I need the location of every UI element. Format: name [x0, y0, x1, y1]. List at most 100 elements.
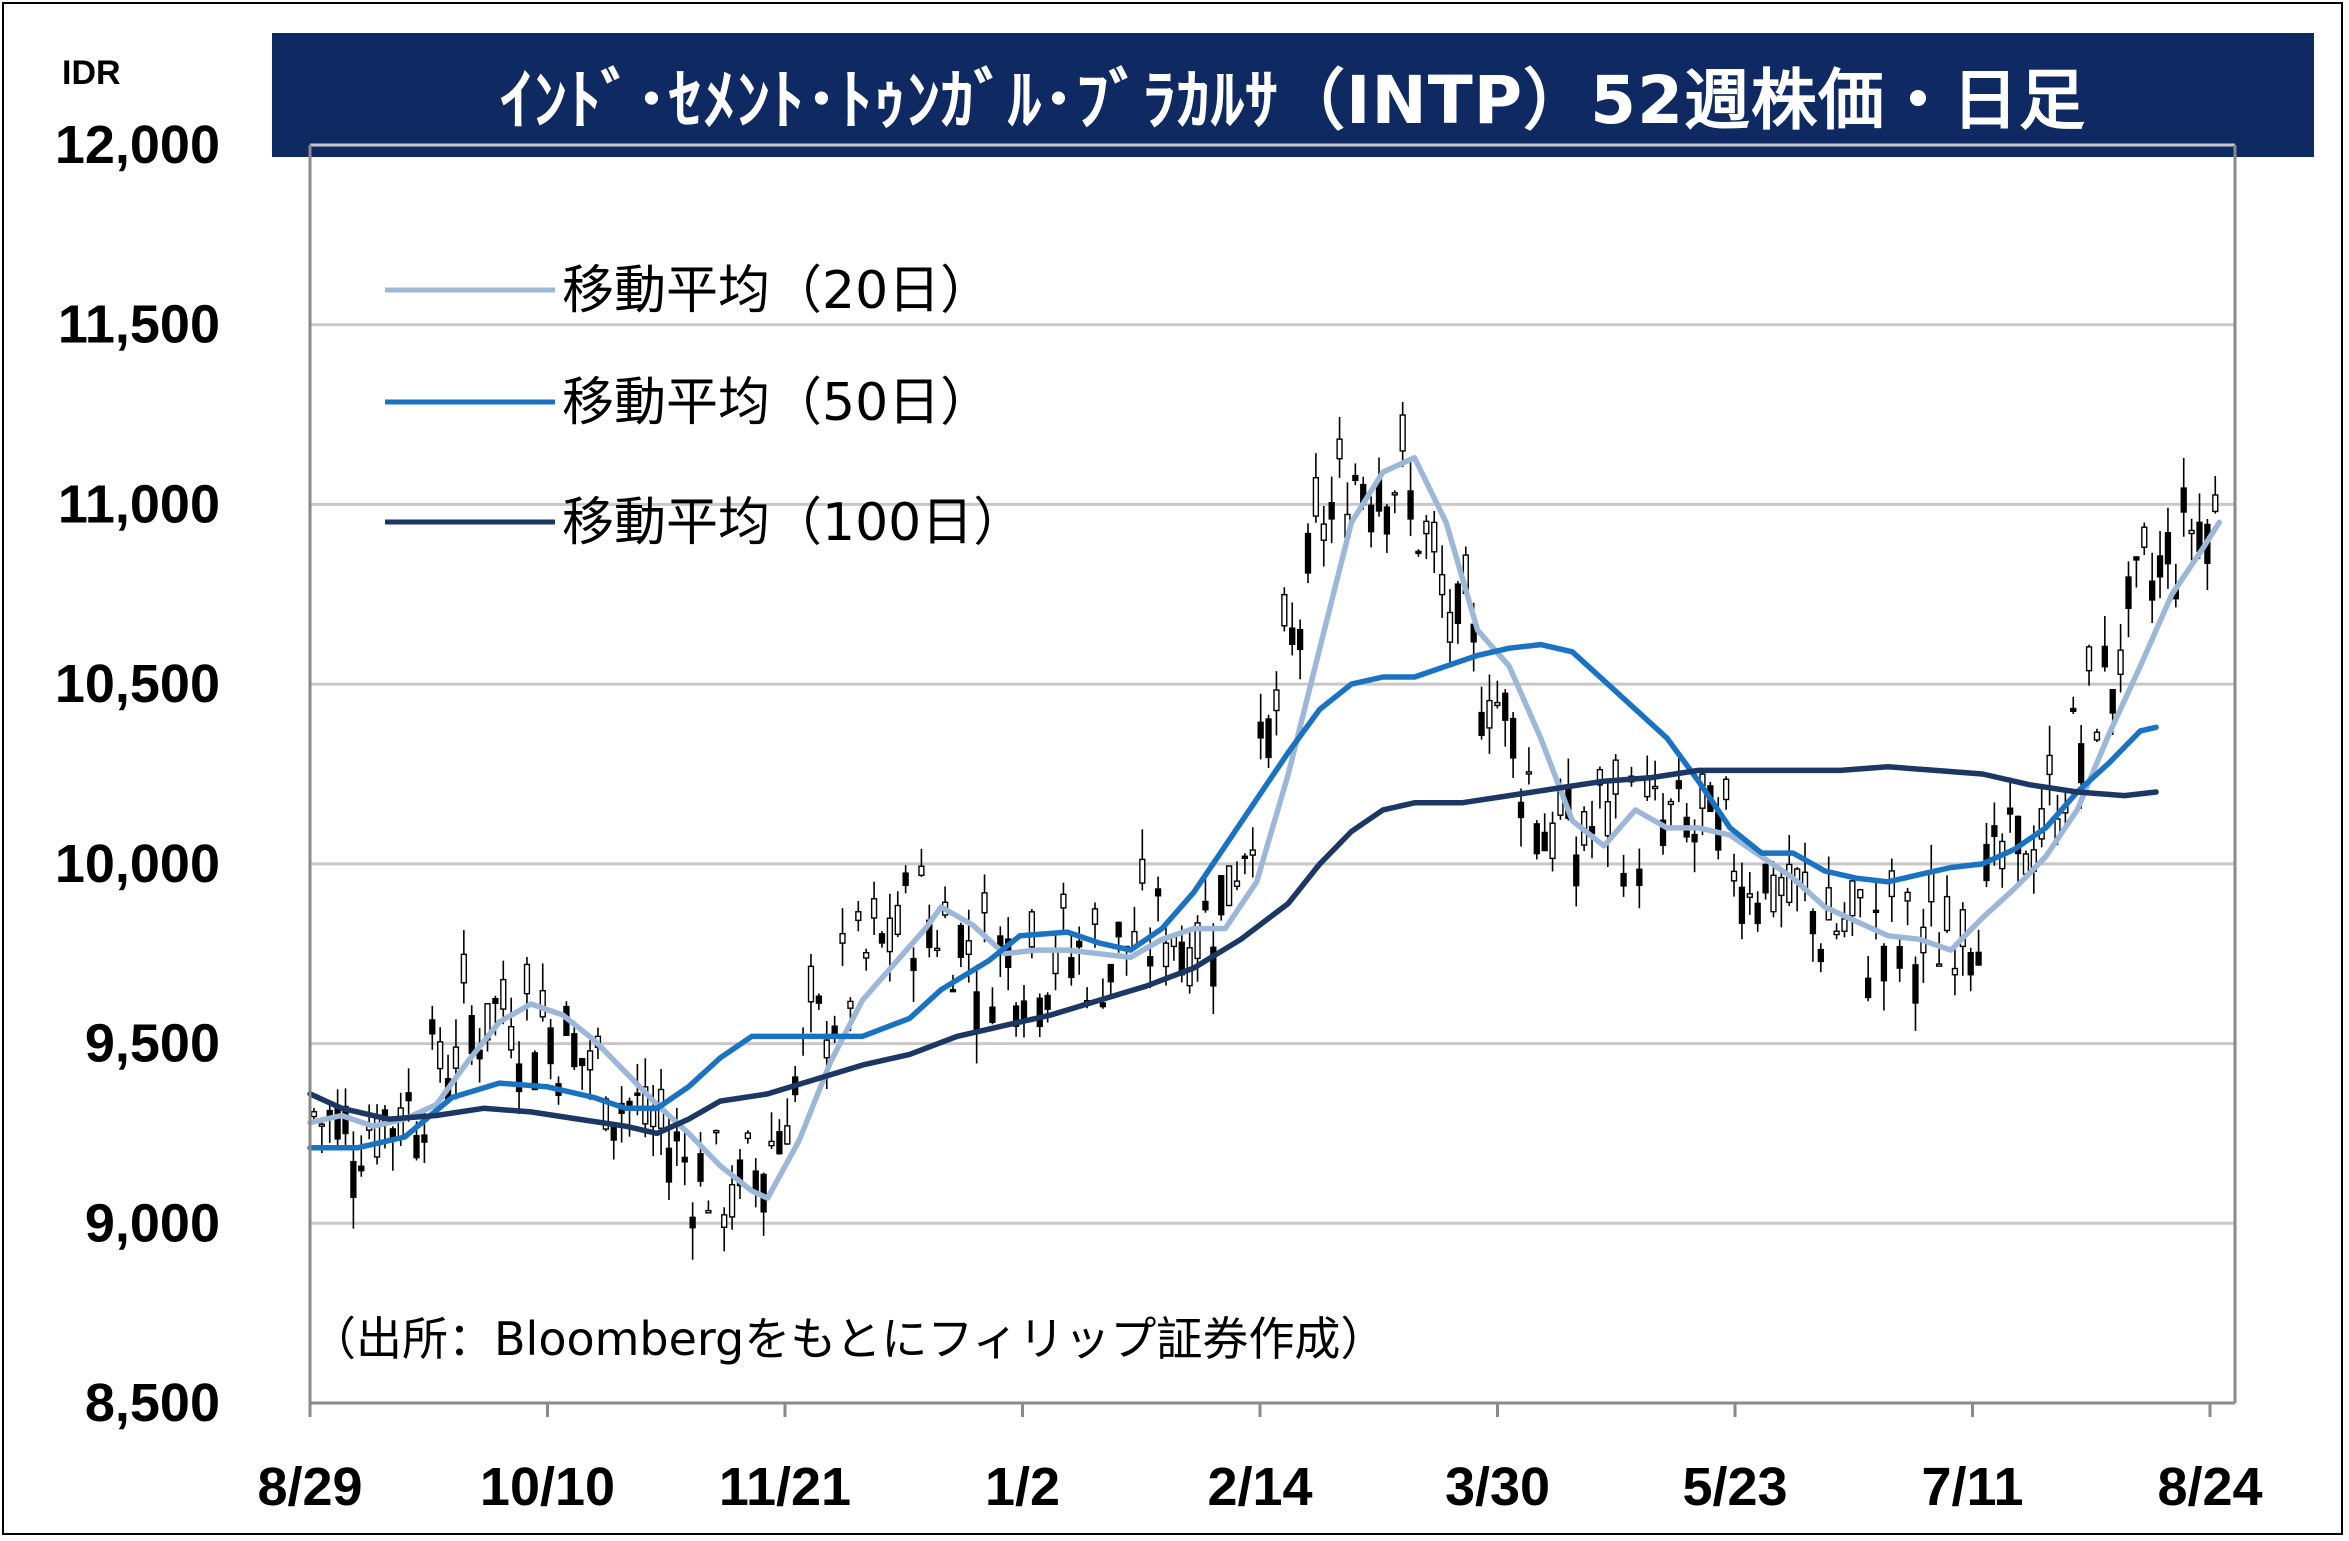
candle-body [1928, 870, 1935, 903]
candle-body [2117, 649, 2124, 676]
legend-label-ma50: 移動平均（50日） [562, 373, 992, 433]
y-tick-label: 10,500 [55, 654, 220, 714]
candle-body [1249, 849, 1256, 856]
candle-body [1012, 1005, 1020, 1027]
candle-body [1636, 868, 1643, 887]
candle-body [508, 1025, 515, 1051]
x-tick-label: 10/10 [480, 1457, 615, 1517]
candle-body [1549, 822, 1556, 860]
candle-body [650, 1109, 657, 1128]
candle-body [2014, 815, 2022, 855]
candle-body [1762, 863, 1769, 894]
candle-body [2085, 646, 2093, 672]
gridlines [310, 143, 2235, 1225]
candle-body [957, 924, 965, 958]
candle-body [697, 1153, 704, 1182]
candle-body [902, 872, 909, 887]
legend: 移動平均（20日） 移動平均（50日） 移動平均（100日） [385, 261, 1025, 553]
candle-body [523, 963, 531, 995]
candle-body [1857, 889, 1864, 899]
candle-body [1809, 911, 1817, 935]
candle-body [721, 1214, 728, 1228]
series-line-ma50 [307, 641, 2159, 1151]
candle-body [1651, 785, 1659, 790]
candle-body [1659, 819, 1667, 847]
candle-body [1620, 872, 1627, 887]
candle-body [1304, 532, 1312, 574]
source-note: （出所：Bloombergをもとにフィリップ証券作成） [310, 1312, 1386, 1366]
candle-body [2141, 526, 2148, 548]
candle-body [2022, 853, 2030, 875]
candle-body [949, 988, 957, 993]
candle-body [421, 1134, 428, 1143]
candle-body [1028, 911, 1036, 948]
candle-body [981, 892, 988, 914]
candle-body [1730, 870, 1738, 882]
candle-body [2156, 555, 2164, 578]
y-tick-label: 12,000 [55, 115, 220, 175]
candle-body [1020, 1000, 1028, 1022]
candle-body [839, 932, 846, 944]
candle-body [579, 1057, 586, 1067]
candle-body [1415, 550, 1422, 555]
candle-body [1770, 874, 1777, 913]
candle-body [539, 989, 546, 1018]
candle-body [1904, 891, 1911, 902]
candle-body [1099, 1002, 1107, 1008]
candle-body [1036, 997, 1043, 1028]
candle-body [1817, 948, 1824, 963]
candle-body [934, 947, 941, 952]
candle-body [1044, 994, 1051, 1010]
x-tick-label: 8/24 [2157, 1457, 2262, 1517]
x-tick-label: 3/30 [1445, 1457, 1550, 1517]
candle-body [863, 951, 870, 959]
candle-body [1951, 967, 1959, 976]
candle-body [1296, 628, 1304, 651]
candle-body [586, 1050, 594, 1071]
candle-body [1864, 977, 1872, 999]
x-tick-label: 5/23 [1682, 1457, 1787, 1517]
candle-body [1517, 801, 1525, 819]
candle-body [429, 1019, 436, 1035]
x-tick-label: 7/11 [1921, 1457, 2023, 1517]
candle-body [997, 935, 1004, 947]
candle-body [855, 911, 862, 922]
candle-body [334, 1104, 341, 1140]
candle-body [1786, 863, 1793, 904]
candle-body [1967, 952, 1974, 976]
candle-body [744, 1132, 752, 1140]
candle-body [1975, 951, 1982, 966]
candle-body [1091, 908, 1099, 925]
candle-body [1675, 780, 1682, 790]
candle-body [492, 997, 499, 1005]
candle-body [1596, 768, 1604, 786]
candle-body [1233, 880, 1241, 888]
candle-body [1573, 854, 1580, 887]
candle-body [681, 1156, 688, 1163]
candle-body [2078, 743, 2085, 784]
candle-body [1722, 778, 1730, 801]
candle-body [1604, 801, 1611, 837]
candle-body [1825, 887, 1832, 921]
candle-body [2109, 688, 2116, 714]
candle-body [1833, 930, 1840, 936]
candle-body [1896, 946, 1903, 969]
candle-body [1880, 945, 1888, 982]
candle-body [894, 904, 901, 936]
candle-body [318, 1123, 325, 1127]
candle-body [1115, 921, 1122, 938]
candle-body [965, 940, 972, 955]
candle-body [815, 995, 823, 1004]
candle-body [2101, 645, 2108, 668]
candle-body [1367, 504, 1375, 533]
candle-body [1162, 942, 1170, 968]
unit-label: IDR [62, 54, 121, 92]
candle-body [1991, 825, 1998, 838]
candle-body [1265, 718, 1272, 759]
candle-body [1446, 611, 1454, 643]
candle-body [1407, 490, 1414, 520]
candle-body [736, 1159, 744, 1187]
y-tick-label: 11,000 [58, 474, 220, 534]
candle-body [1383, 506, 1391, 535]
